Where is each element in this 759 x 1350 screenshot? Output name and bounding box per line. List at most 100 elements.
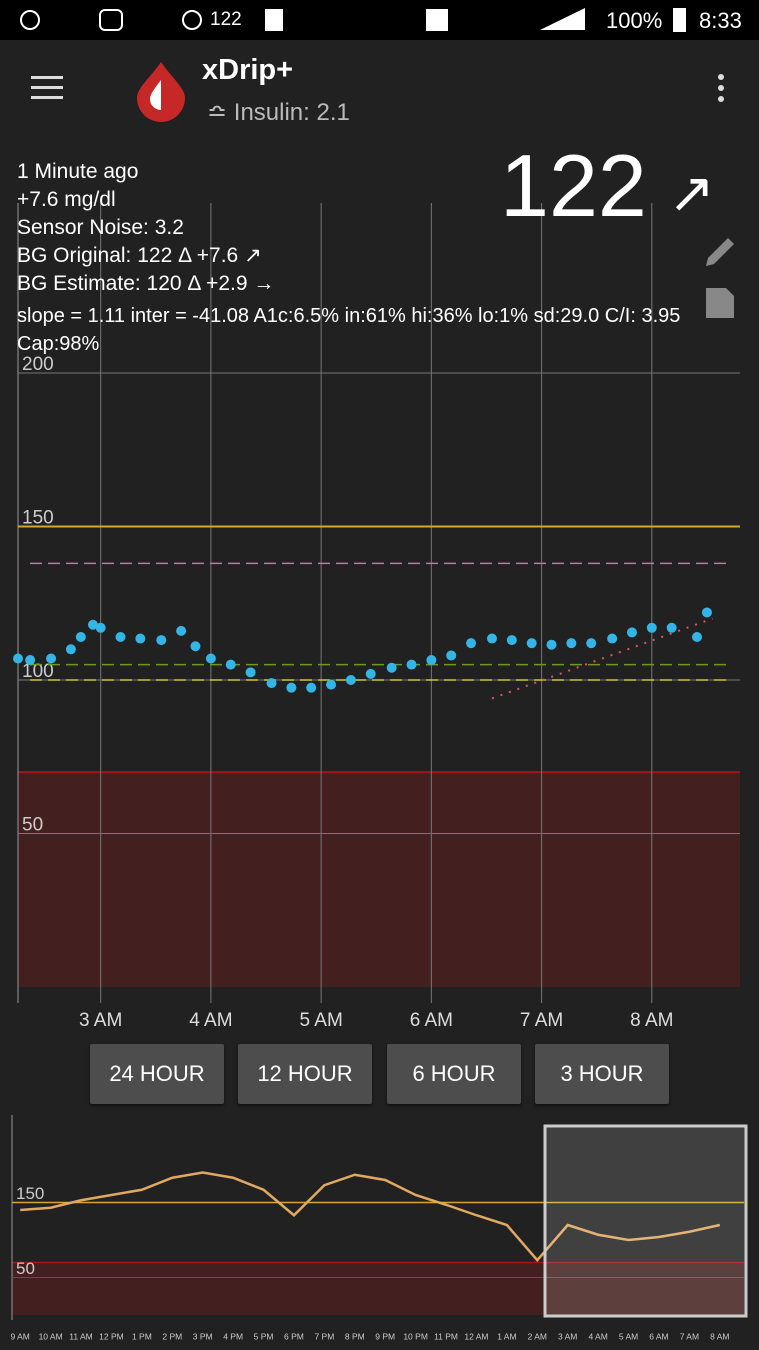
glucose-point: [75, 632, 86, 643]
dot: [718, 74, 724, 80]
x-tick-label: 4 AM: [189, 1010, 232, 1031]
stats-line: slope = 1.11 inter = -41.08 A1c:6.5% in:…: [17, 305, 681, 355]
status-icon: [20, 10, 40, 30]
prediction-line: [491, 617, 713, 700]
glucose-point: [406, 659, 417, 670]
bg-value: 122: [500, 136, 647, 235]
status-line: BG Original: 122 Δ +7.6 ↗: [17, 244, 262, 267]
menu-icon[interactable]: [31, 76, 63, 99]
glucose-point: [626, 627, 637, 638]
preview-chart: 50 150 9 AM 10 AM 11 AM 12 PM 1 PM 2 PM 3 PM 4 PM…: [11, 1115, 748, 1341]
y-tick-label: 50: [16, 1259, 35, 1278]
x-tick-label: 5 PM: [254, 1331, 274, 1341]
x-tick-label: 8 PM: [345, 1331, 365, 1341]
clock: 8:33: [699, 8, 742, 33]
x-tick-label: 5 AM: [619, 1331, 638, 1341]
glucose-point: [115, 632, 126, 643]
glucose-point: [466, 638, 477, 649]
signal-icon: [540, 8, 585, 30]
glucose-point: [286, 682, 297, 693]
status-lines: 1 Minute ago +7.6 mg/dl Sensor Noise: 3.…: [17, 158, 274, 298]
y-tick-label: 100: [22, 661, 54, 682]
glucose-line: [20, 1171, 721, 1263]
glucose-point: [266, 678, 277, 689]
glucose-point: [95, 622, 106, 633]
range-button[interactable]: 3 HOUR: [535, 1044, 669, 1104]
status-line: +7.6 mg/dl: [17, 188, 116, 211]
status-line: BG Estimate: 120 Δ +2.9 →: [17, 272, 275, 295]
glucose-point: [135, 633, 146, 644]
menu-bar: [31, 76, 63, 79]
glucose-point: [87, 619, 98, 630]
x-tick-label: 10 PM: [403, 1331, 428, 1341]
range-button[interactable]: 24 HOUR: [90, 1044, 224, 1104]
status-line: 1 Minute ago: [17, 160, 139, 183]
glucose-point: [546, 639, 557, 650]
menu-bar: [31, 96, 63, 99]
glucose-point: [13, 653, 23, 664]
note-icon[interactable]: [706, 288, 734, 318]
dot: [718, 85, 724, 91]
x-tick-label: 8 AM: [710, 1331, 729, 1341]
main-chart: 3 AM 4 AM 5 AM 6 AM 7 AM 8 AM 50 100 150 200: [13, 203, 740, 1031]
glucose-point: [446, 650, 457, 661]
app-subtitle: ≏ Insulin: 2.1: [207, 99, 350, 126]
x-tick-label: 8 AM: [630, 1010, 673, 1031]
glucose-point: [205, 653, 216, 664]
status-line: Sensor Noise: 3.2: [17, 216, 184, 239]
range-button[interactable]: 6 HOUR: [387, 1044, 521, 1104]
glucose-point: [666, 622, 677, 633]
glucose-point: [306, 682, 317, 693]
app-bar: [0, 40, 759, 140]
x-tick-label: 2 AM: [528, 1331, 547, 1341]
status-icon: [182, 10, 202, 30]
glucose-point: [190, 641, 201, 652]
x-tick-label: 7 AM: [680, 1331, 699, 1341]
glucose-point: [25, 655, 36, 666]
status-icon: [426, 9, 448, 31]
glucose-point: [701, 607, 712, 618]
glucose-point: [345, 675, 356, 685]
glucose-point: [65, 644, 76, 655]
x-tick-label: 6 AM: [649, 1331, 668, 1341]
menu-bar: [31, 86, 63, 89]
x-tick-label: 12 AM: [464, 1331, 488, 1341]
x-tick-label: 7 PM: [314, 1331, 334, 1341]
edit-icon[interactable]: [706, 238, 734, 266]
glucose-point: [365, 668, 376, 679]
x-tick-label: 3 PM: [193, 1331, 213, 1341]
glucose-point: [426, 655, 437, 666]
glucose-point: [646, 622, 657, 633]
x-tick-label: 6 AM: [410, 1010, 453, 1031]
low-zone: [18, 772, 740, 987]
x-tick-label: 2 PM: [162, 1331, 182, 1341]
glucose-point: [225, 659, 236, 670]
y-tick-label: 150: [22, 508, 54, 529]
glucose-point: [156, 635, 167, 646]
viewport-window: [543, 1124, 748, 1318]
glucose-point: [46, 653, 57, 664]
range-button[interactable]: 12 HOUR: [238, 1044, 372, 1104]
y-tick-label: 50: [22, 815, 43, 836]
y-tick-label: 150: [16, 1184, 44, 1203]
x-tick-label: 10 AM: [39, 1331, 63, 1341]
x-tick-label: 7 AM: [520, 1010, 563, 1031]
glucose-point: [566, 638, 577, 649]
glucose-point: [692, 632, 703, 643]
app-title: xDrip+: [202, 54, 294, 86]
app-logo-inner: [150, 80, 161, 110]
x-tick-label: 6 PM: [284, 1331, 304, 1341]
glucose-point: [245, 667, 256, 678]
x-tick-label: 4 AM: [588, 1331, 607, 1341]
status-icon: [265, 9, 283, 31]
overflow-menu[interactable]: [718, 74, 724, 102]
glucose-point: [326, 679, 337, 690]
glucose-point: [526, 638, 537, 649]
glucose-point: [586, 638, 597, 649]
x-tick-label: 11 AM: [69, 1331, 92, 1341]
x-tick-label: 1 AM: [497, 1331, 516, 1341]
low-zone: [12, 1262, 744, 1315]
glucose-point: [506, 635, 517, 646]
